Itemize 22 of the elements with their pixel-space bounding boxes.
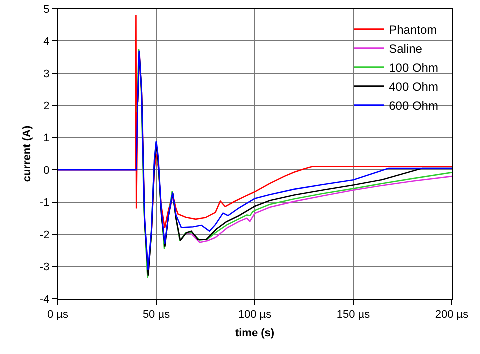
x-axis-title: time (s) xyxy=(235,327,275,340)
legend-label: 400 Ohm xyxy=(389,80,438,94)
y-tick-label: 2 xyxy=(44,100,50,113)
y-tick-label: 4 xyxy=(44,36,50,48)
x-tick-label: 150 µs xyxy=(336,309,371,322)
y-tick-label: -1 xyxy=(40,197,50,210)
x-tick-label: 0 µs xyxy=(47,309,70,322)
legend-label: 100 Ohm xyxy=(389,60,438,75)
legend-label: Phantom xyxy=(389,22,438,37)
x-tick-label: 50 µs xyxy=(142,309,171,322)
legend-label: Saline xyxy=(389,42,423,56)
y-tick-label: 0 xyxy=(44,164,50,177)
y-tick-label: 1 xyxy=(44,132,50,145)
x-tick-label: 100 µs xyxy=(238,309,272,322)
x-tick-label: 200 µs xyxy=(435,309,470,322)
y-tick-label: -3 xyxy=(40,262,50,274)
y-tick-label: 5 xyxy=(44,4,50,16)
y-axis-title: current (A) xyxy=(22,126,34,182)
y-tick-label: -2 xyxy=(40,229,50,242)
y-tick-label: 3 xyxy=(44,68,50,80)
y-tick-label: -4 xyxy=(40,294,50,306)
legend-label: 600 Ohm xyxy=(389,98,438,113)
